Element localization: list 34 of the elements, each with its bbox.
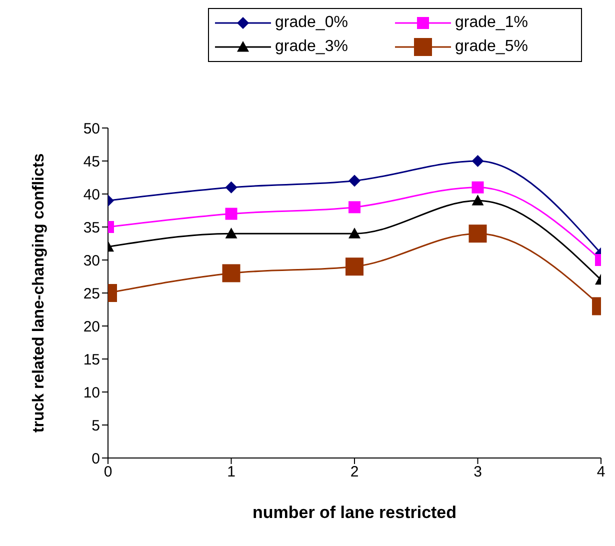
- y-tick-label: 0: [92, 450, 100, 468]
- x-axis-title: number of lane restricted: [252, 503, 457, 522]
- y-tick-label: 50: [83, 120, 100, 138]
- y-tick-label: 20: [83, 318, 100, 336]
- y-tick-label: 5: [92, 417, 100, 434]
- point: [225, 208, 238, 220]
- y-tick-label: 15: [83, 351, 100, 368]
- legend-label: grade_3%: [275, 38, 348, 56]
- legend-label: grade_0%: [275, 14, 348, 32]
- legend-label: grade_5%: [455, 38, 528, 56]
- x-tick-label: 0: [104, 464, 112, 481]
- y-tick-label: 30: [83, 252, 100, 270]
- point: [225, 181, 238, 194]
- point: [346, 258, 364, 276]
- point: [348, 201, 360, 214]
- point: [225, 228, 238, 238]
- y-tick-label: 35: [83, 219, 100, 236]
- y-tick-label: 40: [83, 186, 100, 204]
- x-tick-label: 3: [474, 464, 482, 481]
- point: [472, 181, 484, 194]
- x-tick-label: 2: [350, 464, 359, 481]
- y-tick-label: 25: [83, 285, 100, 302]
- y-tick-label: 45: [83, 153, 100, 170]
- point: [468, 224, 487, 243]
- point: [348, 228, 360, 238]
- legend-label: grade_1%: [455, 14, 528, 32]
- x-tick-label: 4: [596, 464, 606, 481]
- point: [348, 174, 360, 187]
- y-tick-label: 10: [83, 384, 100, 402]
- point: [222, 264, 240, 282]
- x-tick-label: 1: [227, 464, 236, 481]
- y-axis-title: truck related lane-changing conflicts: [30, 153, 48, 433]
- point: [472, 155, 484, 167]
- point: [472, 194, 484, 206]
